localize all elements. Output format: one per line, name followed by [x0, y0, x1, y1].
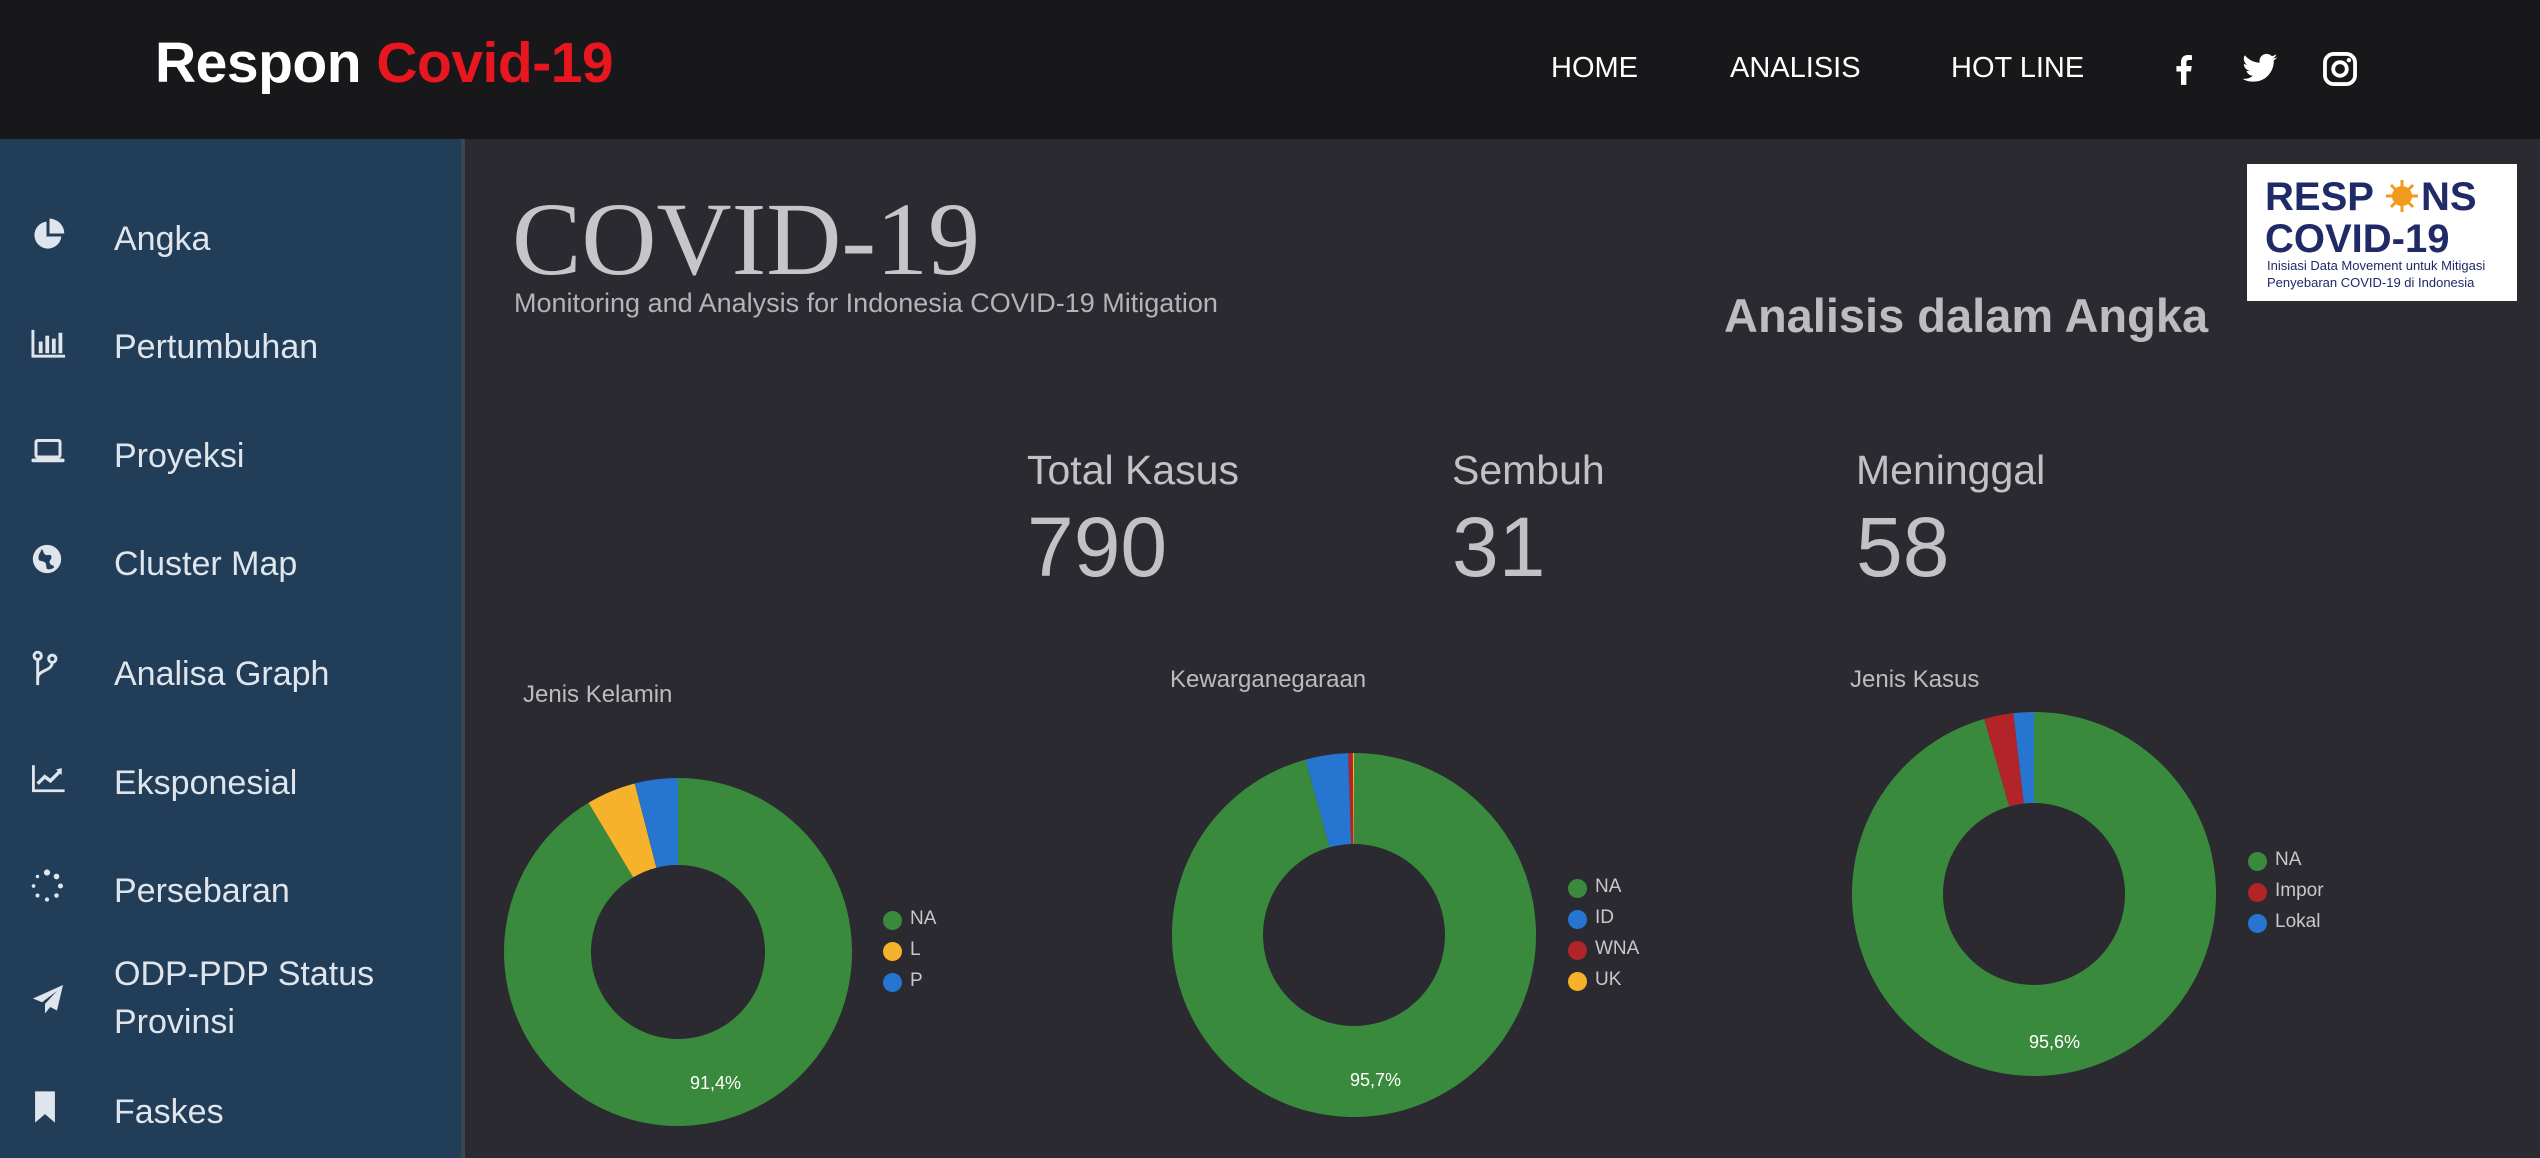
donut-slice-uk[interactable]: [1352, 753, 1354, 845]
logo-tagline-2: Penyebaran COVID-19 di Indonesia: [2267, 275, 2475, 290]
legend-label: NA: [1595, 876, 1622, 897]
legend-swatch: [883, 942, 902, 961]
donut-slice-na[interactable]: [503, 778, 852, 1126]
bookmark-icon: [30, 1090, 70, 1130]
sidebar-item-persebaran[interactable]: Persebaran: [0, 861, 460, 921]
sidebar-item-label: Angka: [114, 220, 211, 258]
logo-text-respons-a: RESP: [2265, 175, 2374, 219]
legend-swatch: [1568, 972, 1587, 991]
sidebar-item-label: Persebaran: [114, 872, 290, 910]
sidebar-item-label: Faskes: [114, 1093, 224, 1131]
virus-icon: [2386, 180, 2418, 212]
slice-label-na: 95,6%: [2029, 1032, 2081, 1052]
slice-label-na: 91,4%: [690, 1073, 742, 1093]
sidebar-item-label: Analisa Graph: [114, 655, 330, 693]
legend-label: WNA: [1595, 938, 1640, 959]
instagram-icon[interactable]: [2321, 50, 2359, 88]
sidebar-item-label: Pertumbuhan: [114, 328, 319, 366]
donut-slice-impor[interactable]: [1984, 713, 2024, 807]
globe-icon: [30, 542, 70, 582]
respons-covid-logo: RESP NS COVID-19 Inisiasi Data Movement …: [2247, 164, 2517, 301]
sidebar-item-cluster-map[interactable]: Cluster Map: [0, 534, 460, 594]
legend-swatch: [883, 973, 902, 992]
legend-swatch: [2248, 883, 2267, 902]
stat-sembuh-label: Sembuh: [1452, 447, 1605, 493]
legend-label: Lokal: [2275, 911, 2321, 932]
stat-sembuh-value: 31: [1452, 500, 1546, 594]
donut-chart-kewarganegaraan: [1172, 753, 1536, 1117]
chart-title-jenis-kasus: Jenis Kasus: [1850, 666, 1980, 693]
line-chart-icon: [30, 761, 70, 801]
donut-slice-na[interactable]: [1852, 712, 2216, 1076]
donut-slice-wna[interactable]: [1348, 753, 1354, 845]
page-subtitle: Monitoring and Analysis for Indonesia CO…: [514, 288, 1218, 318]
sidebar-item-analisa-graph[interactable]: Analisa Graph: [0, 644, 460, 704]
brand-accent: Covid-19: [376, 31, 614, 95]
legend-swatch: [1568, 941, 1587, 960]
twitter-icon[interactable]: [2241, 50, 2279, 88]
sidebar-item-angka[interactable]: Angka: [0, 209, 460, 269]
sidebar-item-label: Eksponesial: [114, 764, 298, 802]
legend-swatch: [2248, 914, 2267, 933]
legend-label: L: [910, 939, 921, 960]
sidebar-item-pertumbuhan[interactable]: Pertumbuhan: [0, 317, 460, 377]
legend-label: ID: [1595, 907, 1614, 928]
nav-home-link[interactable]: HOME: [1551, 52, 1638, 84]
page-title: COVID-19: [512, 182, 980, 297]
legend-label: NA: [2275, 849, 2302, 870]
sidebar: Angka Pertumbuhan Proyeksi Cluster Map A…: [0, 139, 465, 1158]
legend-label: Impor: [2275, 880, 2324, 901]
brand-prefix: Respon: [155, 31, 362, 95]
sidebar-item-label: Proyeksi: [114, 437, 245, 475]
sidebar-item-label: Cluster Map: [114, 545, 298, 583]
nav-hotline-link[interactable]: HOT LINE: [1951, 52, 2085, 84]
legend-swatch: [1568, 910, 1587, 929]
laptop-icon: [30, 436, 70, 476]
donut-chart-jenis-kasus: [1852, 712, 2216, 1076]
sidebar-item-label-line2: Provinsi: [114, 1003, 235, 1041]
brand-logo[interactable]: Respon Covid-19: [155, 30, 614, 96]
slice-label-na: 95,7%: [1350, 1070, 1402, 1090]
donut-slice-lokal[interactable]: [2013, 712, 2034, 804]
stat-meninggal-value: 58: [1856, 500, 1950, 594]
logo-text-covid: COVID-19: [2265, 217, 2450, 261]
section-title: Analisis dalam Angka: [1724, 289, 2209, 342]
stat-total-kasus-label: Total Kasus: [1027, 447, 1239, 493]
logo-tagline-1: Inisiasi Data Movement untuk Mitigasi: [2267, 258, 2485, 273]
git-branch-icon: [30, 650, 70, 690]
legend-swatch: [2248, 852, 2267, 871]
pie-chart-icon: [30, 217, 70, 257]
chart-title-jenis-kelamin: Jenis Kelamin: [523, 681, 673, 708]
sidebar-item-proyeksi[interactable]: Proyeksi: [0, 426, 460, 486]
sidebar-item-odp-pdp-status[interactable]: ODP-PDP Status Provinsi: [0, 950, 460, 1060]
legend-label: NA: [910, 908, 937, 929]
logo-text-respons-b: NS: [2421, 175, 2477, 219]
sidebar-item-label: ODP-PDP Status: [114, 955, 375, 993]
legend-label: P: [910, 970, 923, 991]
legend-label: UK: [1595, 969, 1622, 990]
stat-total-kasus-value: 790: [1027, 500, 1168, 594]
legend-swatch: [883, 911, 902, 930]
sidebar-item-faskes[interactable]: Faskes: [0, 1082, 460, 1142]
spinner-icon: [30, 869, 70, 909]
sidebar-item-eksponesial[interactable]: Eksponesial: [0, 753, 460, 813]
legend-swatch: [1568, 879, 1587, 898]
paper-plane-icon: [30, 982, 70, 1022]
donut-chart-jenis-kelamin: [503, 778, 852, 1126]
donut-slice-na[interactable]: [1172, 753, 1536, 1117]
nav-analisis-link[interactable]: ANALISIS: [1730, 52, 1861, 84]
top-navbar: Respon Covid-19 HOME ANALISIS HOT LINE: [0, 0, 2540, 139]
chart-title-kewarganegaraan: Kewarganegaraan: [1170, 666, 1367, 693]
donut-slice-id[interactable]: [1305, 753, 1352, 848]
donut-slice-l[interactable]: [588, 783, 657, 878]
donut-slice-p[interactable]: [634, 778, 678, 868]
bar-chart-icon: [30, 325, 70, 365]
facebook-icon[interactable]: [2165, 50, 2203, 88]
stat-meninggal-label: Meninggal: [1856, 447, 2046, 493]
